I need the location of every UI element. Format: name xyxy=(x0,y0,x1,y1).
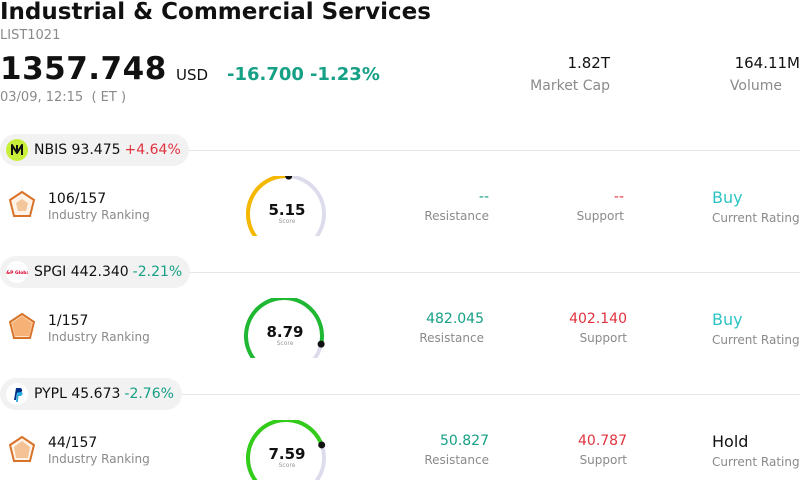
ranking-label: Industry Ranking xyxy=(48,452,150,466)
price-change: -16.700 -1.23% xyxy=(227,64,380,85)
currency-label: USD xyxy=(176,66,209,84)
ranking-value: 44/157 xyxy=(48,435,98,451)
score-gauge xyxy=(244,172,328,243)
divider xyxy=(0,394,800,395)
score-value: 5.15 xyxy=(268,201,306,219)
ranking-label: Industry Ranking xyxy=(48,208,150,222)
support-value: -- xyxy=(613,189,624,205)
score-value: 7.59 xyxy=(268,445,306,463)
ticker: PYPL xyxy=(34,386,67,402)
ranking-pentagon-icon xyxy=(8,312,36,342)
score-gauge xyxy=(242,296,326,365)
svg-text:S&P Global: S&P Global xyxy=(6,270,28,276)
stock-pill-spgi[interactable]: S&P Global SPGI 442.340 -2.21% xyxy=(0,256,191,288)
ticker: NBIS xyxy=(34,142,68,158)
market-cap-value: 1.82T xyxy=(567,54,610,72)
stock-price: 442.340 xyxy=(70,264,129,280)
resistance-value: 482.045 xyxy=(426,311,484,327)
pypl-logo-icon xyxy=(6,383,28,405)
score-label: Score xyxy=(276,340,294,347)
stock-change: -2.21% xyxy=(132,264,183,280)
rating-value: Hold xyxy=(712,432,749,451)
score-label: Score xyxy=(278,462,296,469)
resistance-label: Resistance xyxy=(424,209,489,223)
rating-value: Buy xyxy=(712,310,743,329)
resistance-value: 50.827 xyxy=(440,433,489,449)
stock-pill-nbis[interactable]: NBIS 93.475 +4.64% xyxy=(0,134,189,166)
stock-price: 93.475 xyxy=(71,142,121,158)
resistance-value: -- xyxy=(478,189,489,205)
stock-change: -2.76% xyxy=(124,386,174,402)
market-cap-label: Market Cap xyxy=(530,78,610,94)
support-value: 40.787 xyxy=(578,433,627,449)
rating-label: Current Rating xyxy=(712,333,800,347)
support-label: Support xyxy=(576,209,624,223)
change-value: -16.700 xyxy=(227,64,304,85)
spgi-logo-icon: S&P Global xyxy=(6,261,28,283)
volume-value: 164.11M xyxy=(734,54,800,72)
resistance-label: Resistance xyxy=(419,331,484,345)
resistance-label: Resistance xyxy=(424,453,489,467)
score-label: Score xyxy=(278,218,296,225)
rating-label: Current Rating xyxy=(712,455,800,469)
support-label: Support xyxy=(579,453,627,467)
change-percent: -1.23% xyxy=(309,64,380,85)
divider xyxy=(0,150,800,151)
score-value: 8.79 xyxy=(266,323,304,341)
ranking-pentagon-icon xyxy=(8,190,36,220)
rating-value: Buy xyxy=(712,188,743,207)
support-label: Support xyxy=(579,331,627,345)
volume-label: Volume xyxy=(729,78,782,94)
support-value: 402.140 xyxy=(569,311,627,327)
ticker: SPGI xyxy=(34,264,67,280)
score-gauge xyxy=(244,418,328,487)
stock-price: 45.673 xyxy=(71,386,121,402)
index-price: 1357.748 xyxy=(0,51,167,87)
ranking-value: 1/157 xyxy=(48,313,89,329)
nbis-logo-icon xyxy=(6,139,28,161)
rating-label: Current Rating xyxy=(712,211,800,225)
ranking-pentagon-icon xyxy=(8,435,36,465)
timestamp: 03/09, 12:15 ( ET ) xyxy=(0,90,127,105)
ranking-value: 106/157 xyxy=(48,191,107,207)
page-title: Industrial & Commercial Services xyxy=(0,0,431,25)
ranking-label: Industry Ranking xyxy=(48,330,150,344)
index-code: LIST1021 xyxy=(0,28,61,43)
stock-pill-pypl[interactable]: PYPL 45.673 -2.76% xyxy=(0,378,182,410)
divider xyxy=(0,272,800,273)
stock-change: +4.64% xyxy=(124,142,181,158)
